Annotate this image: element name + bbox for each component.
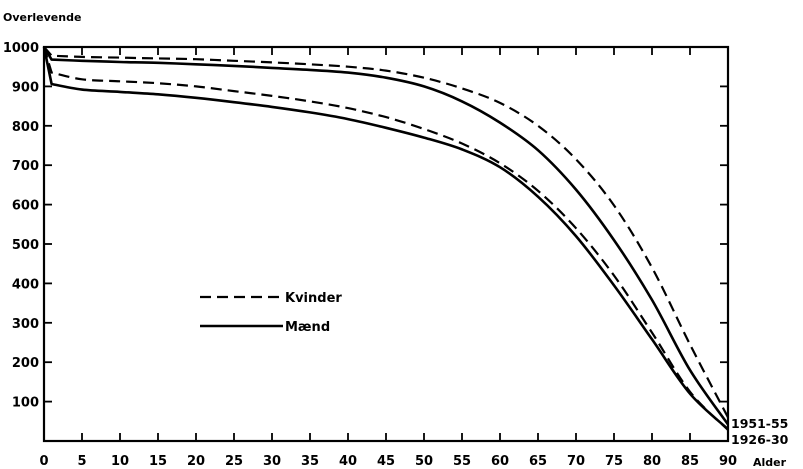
y-tick-label: 500 (12, 238, 39, 253)
x-tick-label: 45 (377, 454, 395, 469)
y-tick-label: 400 (12, 277, 39, 292)
plot-frame-layer (42, 45, 730, 443)
x-tick-label: 30 (263, 454, 281, 469)
period-label: 1951-55 (731, 416, 788, 431)
x-tick-label: 10 (111, 454, 129, 469)
y-axis-title: Overlevende (3, 11, 81, 24)
x-tick-label: 5 (77, 454, 86, 469)
y-tick-label: 600 (12, 199, 39, 214)
legend-label: Kvinder (285, 291, 342, 306)
x-tick-label: 75 (605, 454, 623, 469)
y-tick-label: 300 (12, 317, 39, 332)
plot-frame (42, 45, 730, 443)
x-tick-label: 25 (225, 454, 243, 469)
x-tick-label: 40 (339, 454, 357, 469)
series-layer (42, 46, 730, 431)
y-tick-label: 700 (12, 159, 39, 174)
y-tick-label: 200 (12, 356, 39, 371)
series-line-maend-1951-55 (42, 46, 730, 426)
series-line-maend-1926-30 (42, 46, 729, 431)
y-tick-label: 1000 (3, 41, 39, 56)
x-tick-label: 20 (187, 454, 205, 469)
legend-label: Mænd (285, 320, 330, 335)
y-tick-label: 900 (12, 80, 39, 95)
x-tick-label: 90 (719, 454, 737, 469)
x-tick-label: 80 (643, 454, 661, 469)
period-label: 1926-30 (731, 432, 789, 447)
x-tick-label: 50 (415, 454, 433, 469)
x-tick-label: 70 (567, 454, 585, 469)
x-tick-label: 65 (529, 454, 547, 469)
series-line-kvinder-1926-30 (42, 46, 729, 431)
x-tick-label: 60 (491, 454, 509, 469)
series-line-kvinder-1951-55 (43, 46, 729, 418)
x-tick-label: 85 (681, 454, 699, 469)
x-axis-title: Alder (753, 456, 787, 469)
tick-layer: 0 5 10 15 20 25 30 35 40 45 50 55 60 65 70 75 80 85 90 100 2… (3, 41, 737, 469)
x-tick-label: 35 (301, 454, 319, 469)
x-tick-label: 15 (149, 454, 167, 469)
y-tick-label: 100 (12, 396, 39, 411)
legend: Kvinder Mænd (200, 291, 342, 335)
y-tick-label: 800 (12, 120, 39, 135)
x-tick-label: 0 (39, 454, 48, 469)
x-tick-label: 55 (453, 454, 471, 469)
